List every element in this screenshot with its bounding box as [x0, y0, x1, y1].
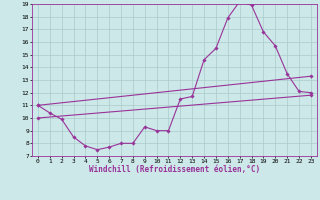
X-axis label: Windchill (Refroidissement éolien,°C): Windchill (Refroidissement éolien,°C) [89, 165, 260, 174]
